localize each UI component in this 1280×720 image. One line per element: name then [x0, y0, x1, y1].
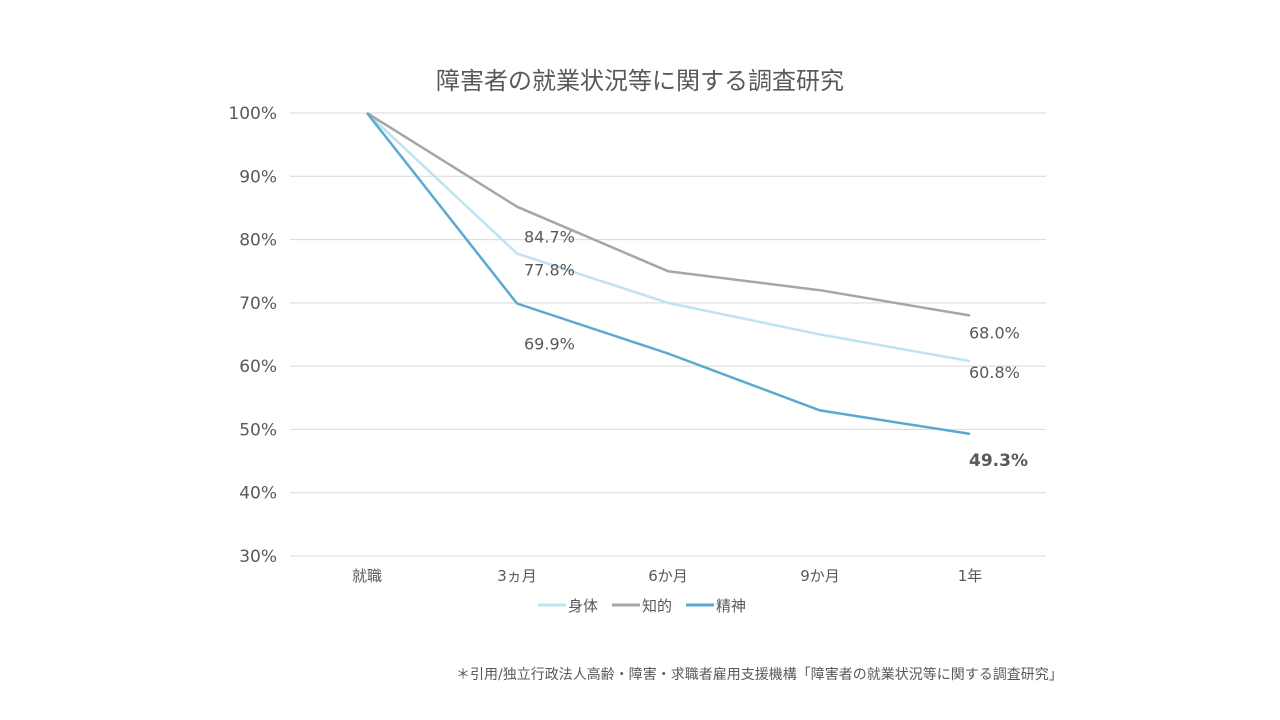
data-label: 77.8%	[524, 260, 575, 279]
y-tick-label: 70%	[239, 294, 277, 314]
line-chart: 障害者の就業状況等に関する調査研究 30% 40% 50% 60% 70% 80% 90% 1…	[228, 67, 1046, 615]
series-line-2	[366, 112, 971, 436]
data-label: 84.7%	[524, 228, 575, 247]
series-lines	[366, 111, 971, 436]
y-tick-label: 90%	[239, 167, 277, 187]
x-tick-label: 3ヵ月	[497, 567, 537, 585]
series-line-0	[366, 112, 971, 363]
data-label: 49.3%	[969, 451, 1028, 471]
y-tick-label: 50%	[239, 420, 277, 440]
x-tick-label: 就職	[352, 567, 382, 585]
legend: 身体 知的 精神	[538, 597, 746, 615]
data-label: 68.0%	[969, 324, 1020, 343]
data-labels: 77.8% 60.8% 84.7% 68.0% 69.9% 49.3%	[524, 228, 1028, 471]
y-tick-label: 40%	[239, 484, 277, 504]
x-tick-label: 1年	[958, 567, 983, 585]
x-axis: 就職 3ヵ月 6か月 9か月 1年	[352, 567, 982, 585]
y-tick-label: 60%	[239, 357, 277, 377]
gridlines	[290, 112, 1046, 557]
chart-title: 障害者の就業状況等に関する調査研究	[436, 67, 844, 95]
y-axis: 30% 40% 50% 60% 70% 80% 90% 100%	[228, 104, 277, 567]
x-tick-label: 6か月	[648, 567, 688, 585]
data-label: 69.9%	[524, 334, 575, 353]
data-label: 60.8%	[969, 363, 1020, 382]
legend-label: 身体	[568, 597, 598, 615]
legend-label: 知的	[642, 597, 672, 615]
legend-label: 精神	[716, 597, 746, 615]
y-tick-label: 100%	[228, 104, 277, 124]
y-tick-label: 80%	[239, 231, 277, 251]
y-tick-label: 30%	[239, 547, 277, 567]
source-citation: ＊引用/独立行政法人高齢・障害・求職者雇用支援機構「障害者の就業状況等に関する調…	[456, 667, 1063, 683]
series-line-1	[366, 111, 971, 317]
x-tick-label: 9か月	[800, 567, 840, 585]
